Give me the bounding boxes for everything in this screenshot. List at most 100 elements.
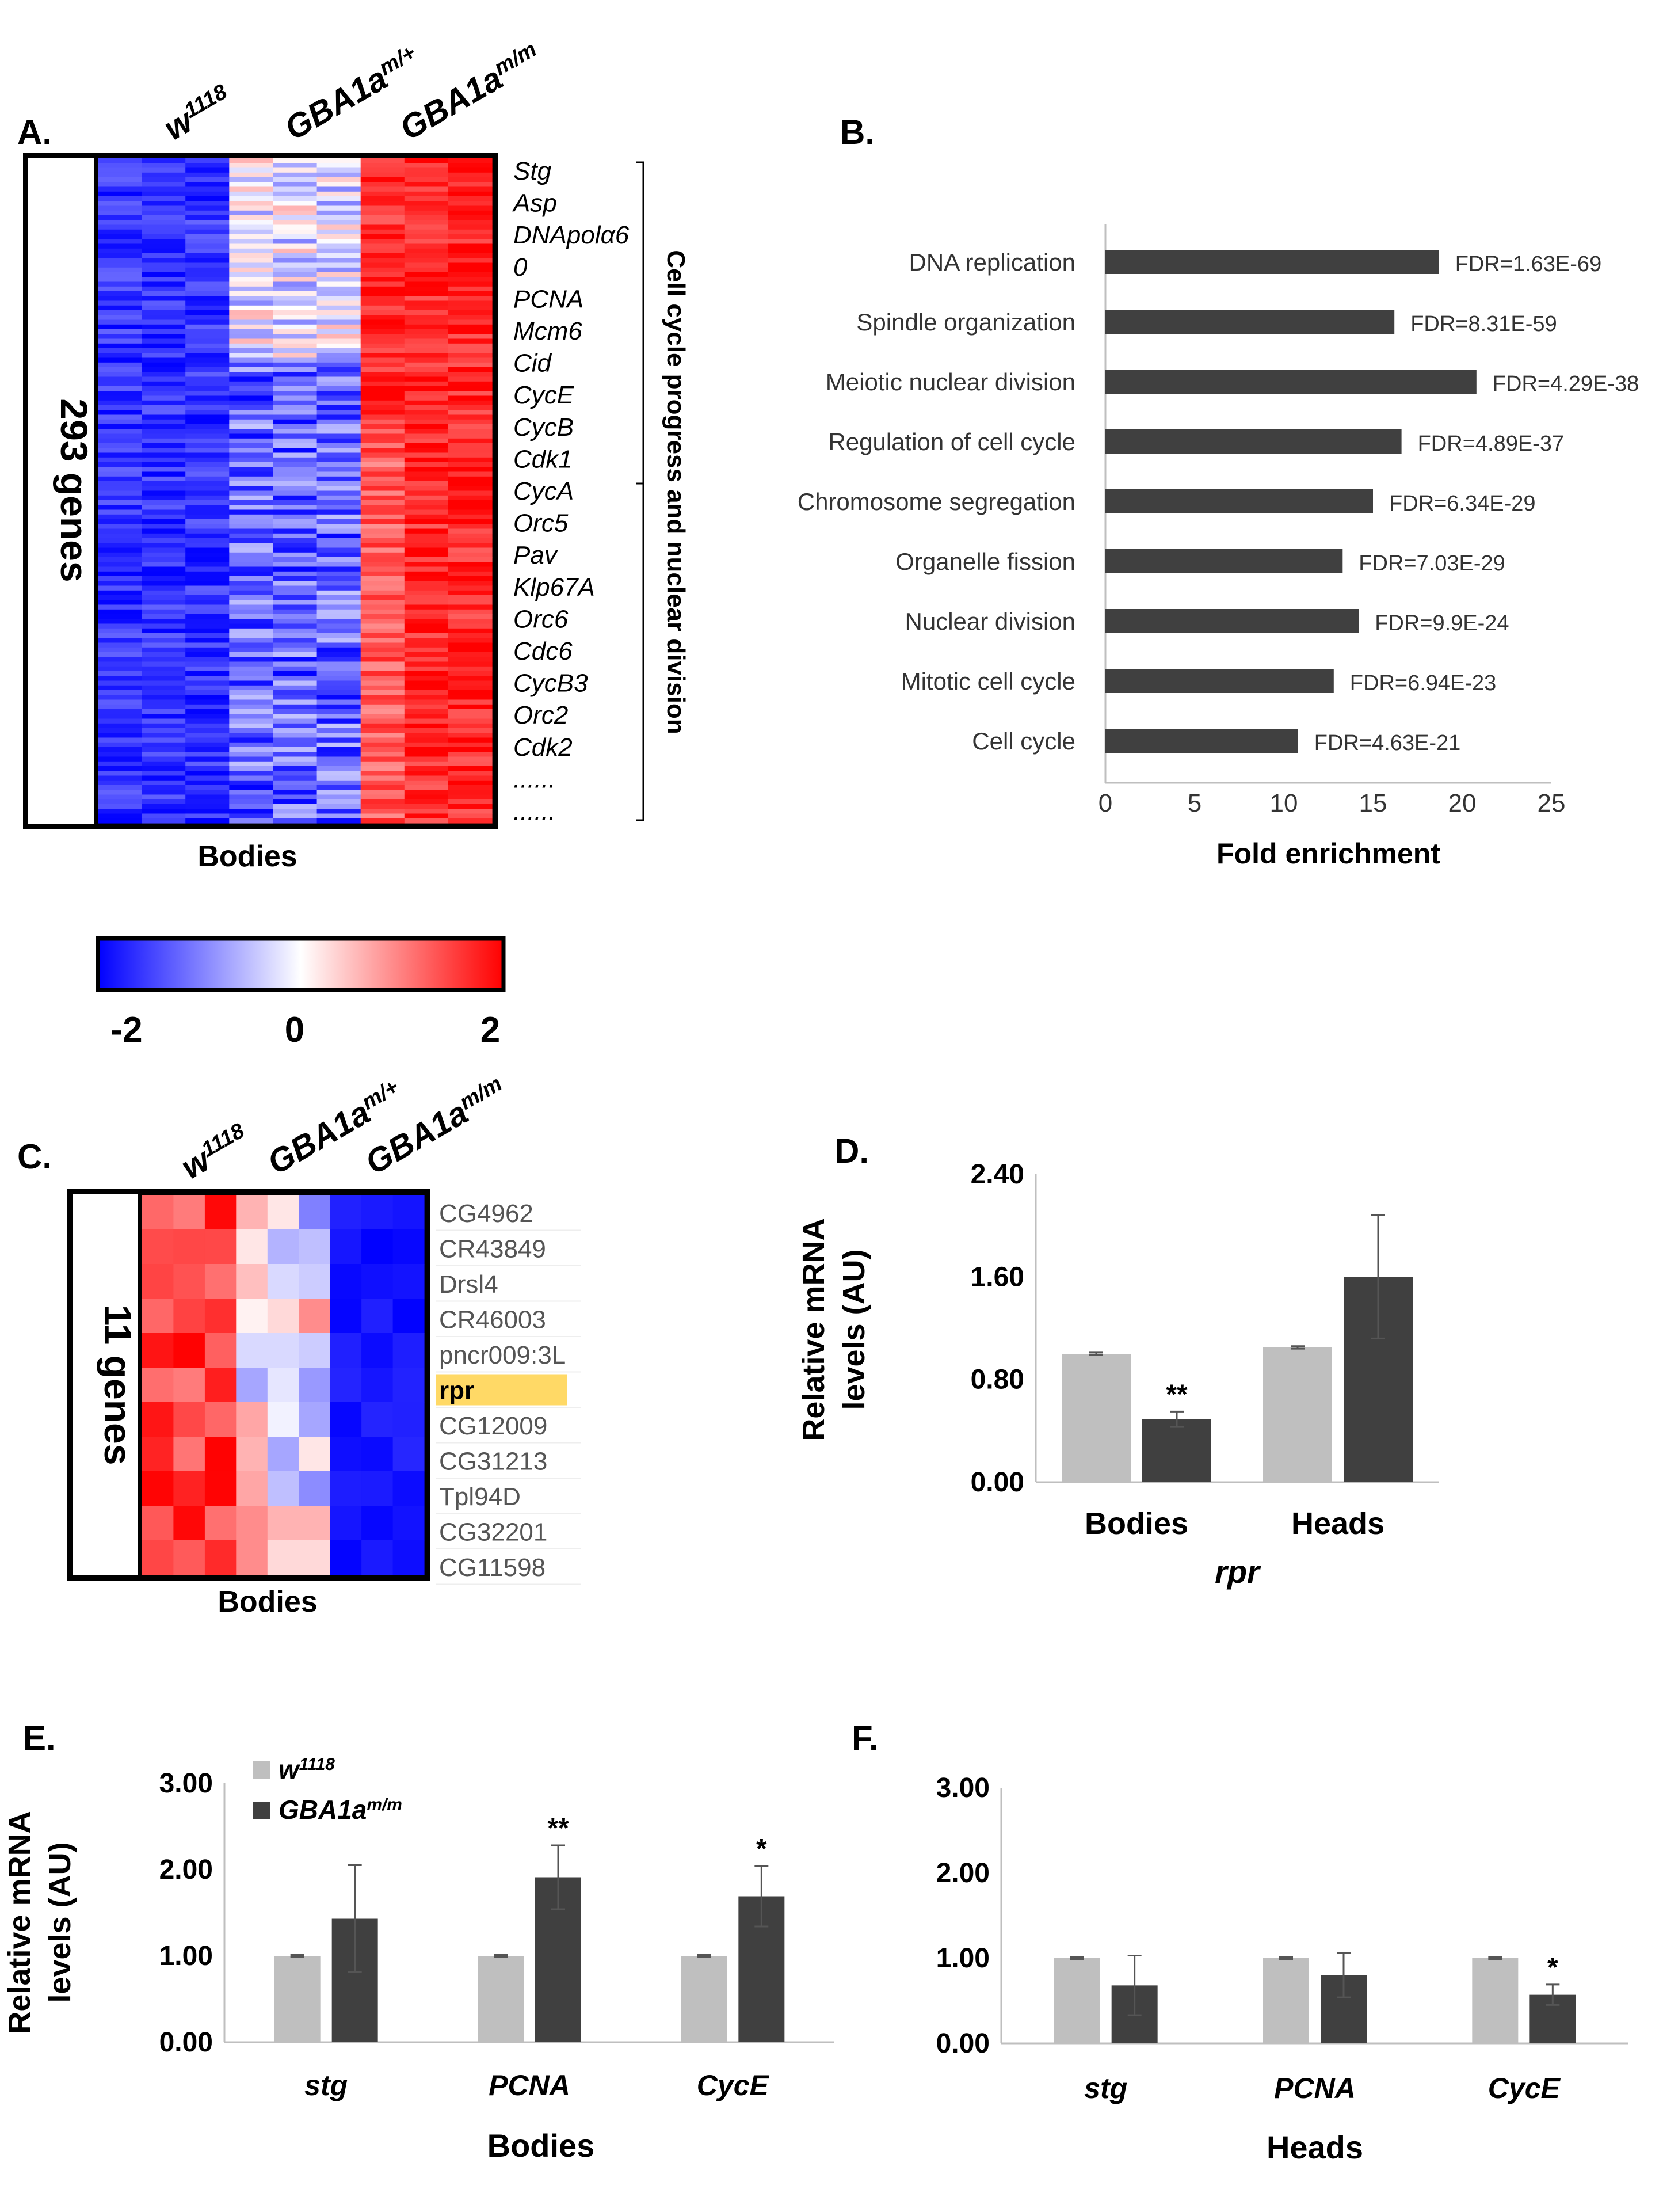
heatmap-cell	[98, 315, 142, 321]
heatmap-cell	[273, 167, 318, 173]
heatmap-cell	[98, 329, 142, 334]
heatmap-cell	[142, 1264, 174, 1299]
heatmap-cell	[229, 367, 273, 372]
heatmap-cell	[142, 714, 186, 719]
heatmap-cell	[404, 652, 449, 657]
heatmap-cell	[360, 158, 405, 163]
heatmap-cell	[229, 804, 273, 809]
heatmap-cell	[98, 761, 142, 767]
heatmap-cell	[273, 220, 318, 226]
heatmap-cell	[316, 338, 361, 344]
panel-c-gene-label: Drsl4	[439, 1270, 498, 1299]
panel-a-genotype-label: w1118	[158, 79, 238, 148]
heatmap-cell	[316, 182, 361, 188]
heatmap-cell	[185, 714, 230, 719]
heatmap-cell	[360, 600, 405, 606]
heatmap-cell	[142, 305, 186, 311]
heatmap-cell	[185, 452, 230, 458]
heatmap-cell	[142, 419, 186, 425]
heatmap-cell	[273, 490, 318, 496]
heatmap-cell	[185, 400, 230, 406]
heatmap-cell	[273, 448, 318, 454]
heatmap-cell	[173, 1506, 205, 1541]
heatmap-cell	[229, 623, 273, 629]
heatmap-cell	[142, 372, 186, 378]
heatmap-cell	[360, 775, 405, 781]
heatmap-cell	[404, 310, 449, 315]
heatmap-cell	[448, 714, 493, 719]
heatmap-cell	[273, 452, 318, 458]
heatmap-cell	[185, 462, 230, 467]
panel-d: 0.00 0.80 1.60 2.40 ** Bodies Heads D. Relative …	[794, 1111, 1542, 1629]
heatmap-cell	[448, 614, 493, 619]
heatmap-cell	[273, 528, 318, 534]
heatmap-cell	[273, 628, 318, 634]
heatmap-cell	[229, 281, 273, 287]
heatmap-cell	[316, 210, 361, 216]
heatmap-cell	[273, 386, 318, 391]
heatmap-cell	[98, 186, 142, 192]
heatmap-cell	[185, 329, 230, 334]
heatmap-cell	[360, 680, 405, 686]
heatmap-cell	[98, 500, 142, 505]
heatmap-cell	[229, 239, 273, 245]
heatmap-cell	[98, 158, 142, 163]
heatmap-cell	[185, 495, 230, 501]
heatmap-cell	[173, 1437, 205, 1472]
heatmap-cell	[185, 519, 230, 524]
panel-a-gene-label: DNApolα6	[513, 221, 630, 249]
heatmap-cell	[185, 794, 230, 800]
heatmap-cell	[173, 1195, 205, 1230]
heatmap-cell	[448, 367, 493, 372]
heatmap-cell	[185, 433, 230, 439]
heatmap-cell	[404, 158, 449, 163]
heatmap-cell	[98, 557, 142, 562]
heatmap-cell	[229, 267, 273, 273]
heatmap-cell	[142, 547, 186, 553]
heatmap-cell	[316, 666, 361, 672]
heatmap-cell	[204, 1540, 237, 1575]
heatmap-cell	[142, 362, 186, 368]
heatmap-cell	[229, 400, 273, 406]
heatmap-cell	[142, 376, 186, 382]
heatmap-cell	[185, 785, 230, 790]
heatmap-cell	[316, 500, 361, 505]
panel-c-heatmap-cells	[142, 1195, 425, 1575]
panel-b-fdr-label: FDR=8.31E-59	[1410, 312, 1557, 336]
heatmap-cell	[360, 367, 405, 372]
heatmap-cell	[229, 571, 273, 577]
panel-a-gene-label: Cid	[513, 349, 552, 378]
heatmap-cell	[404, 267, 449, 273]
heatmap-cell	[98, 457, 142, 463]
panel-e-y-tick: 0.00	[159, 2027, 213, 2058]
heatmap-cell	[360, 467, 405, 473]
heatmap-cell	[142, 723, 186, 729]
heatmap-cell	[448, 191, 493, 197]
heatmap-cell	[404, 296, 449, 302]
heatmap-cell	[142, 752, 186, 757]
heatmap-cell	[299, 1195, 331, 1230]
heatmap-cell	[404, 799, 449, 805]
heatmap-cell	[404, 400, 449, 406]
heatmap-cell	[448, 571, 493, 577]
heatmap-cell	[229, 391, 273, 397]
heatmap-cell	[404, 357, 449, 363]
heatmap-cell	[448, 671, 493, 676]
panel-c-genotype-label: w1118	[175, 1118, 255, 1187]
heatmap-cell	[316, 205, 361, 211]
heatmap-cell	[229, 533, 273, 539]
heatmap-cell	[273, 742, 318, 748]
color-scale: -2 0 2	[81, 921, 541, 1053]
heatmap-cell	[98, 685, 142, 691]
panel-e-ylabel-line: levels (AU)	[43, 1842, 77, 2002]
heatmap-cell	[98, 286, 142, 292]
heatmap-cell	[316, 543, 361, 549]
heatmap-cell	[360, 196, 405, 201]
heatmap-cell	[404, 329, 449, 334]
heatmap-cell	[316, 239, 361, 245]
heatmap-cell	[185, 243, 230, 249]
heatmap-cell	[185, 277, 230, 283]
panel-b-bar	[1105, 669, 1334, 693]
panel-e: 0.00 1.00 2.00 3.00 stg ** PCNA * CycE E. Relative…	[0, 1698, 863, 2212]
